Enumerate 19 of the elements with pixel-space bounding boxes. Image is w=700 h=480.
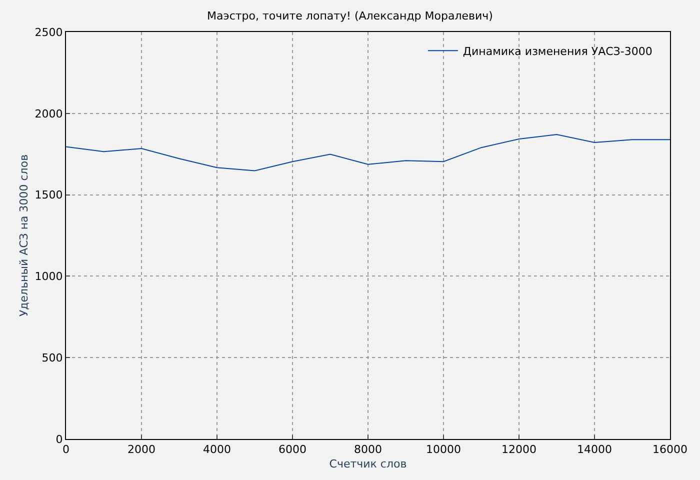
y-tick-label: 0 [56, 432, 63, 446]
x-tick-label: 14000 [577, 443, 612, 456]
x-axis-title: Счетчик слов [329, 457, 407, 470]
legend-label: Динамика изменения УАСЗ-3000 [462, 44, 652, 58]
line-series [66, 134, 670, 172]
y-tick-label: 1500 [34, 188, 63, 202]
y-tick-label: 1000 [34, 270, 63, 284]
x-tick-label: 2000 [128, 443, 156, 456]
x-tick-label: 6000 [278, 443, 306, 456]
x-tick-label: 10000 [426, 443, 461, 456]
y-axis-title: Удельный АСЗ на 3000 слов [17, 154, 30, 317]
y-tick-label: 2000 [34, 107, 63, 120]
x-tick-label: 4000 [203, 443, 231, 456]
y-tick-label: 2500 [34, 26, 63, 39]
x-tick-label: 12000 [502, 443, 536, 456]
chart-title: Маэстро, точите лопату! (Александр Моралевич) [207, 10, 493, 23]
x-tick-label: 16000 [652, 443, 688, 456]
y-tick-label: 500 [42, 351, 63, 364]
x-tick-label: 8000 [354, 443, 382, 456]
